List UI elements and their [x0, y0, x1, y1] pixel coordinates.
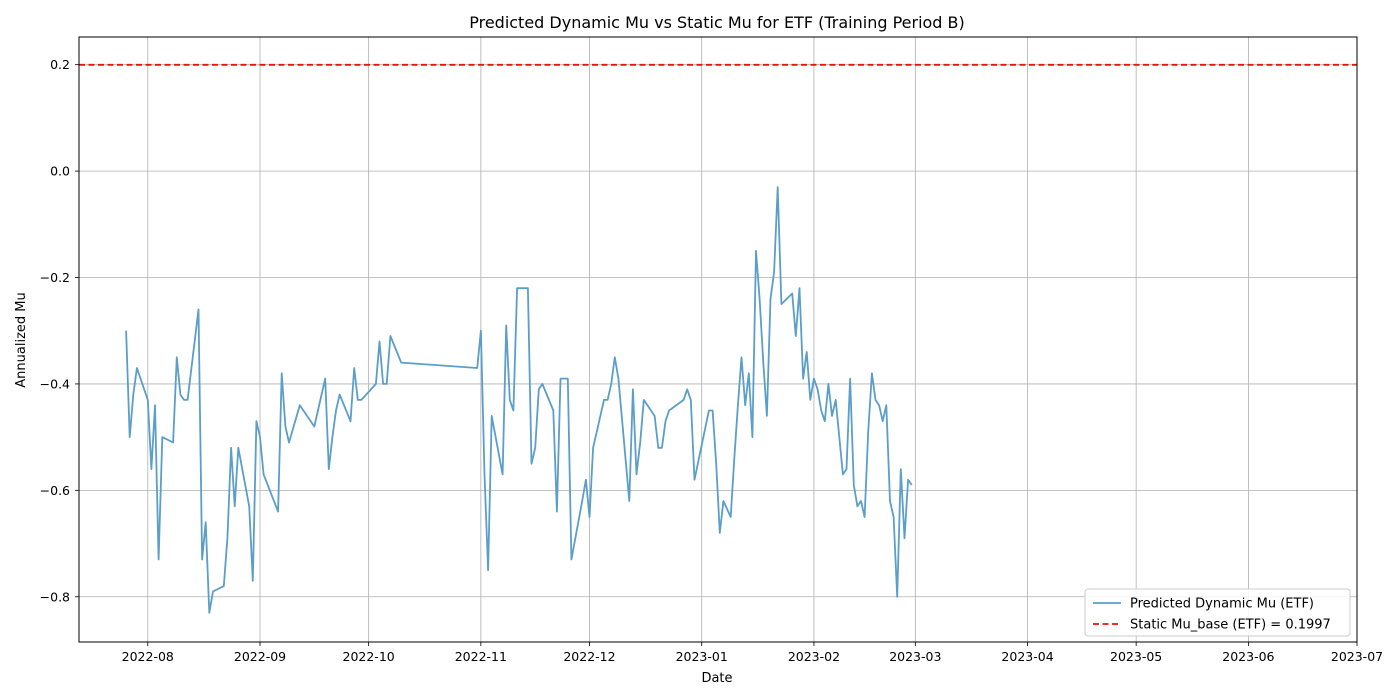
legend-label: Static Mu_base (ETF) = 0.1997 — [1130, 618, 1331, 633]
y-tick-label: −0.6 — [40, 483, 70, 498]
x-tick-label: 2023-06 — [1222, 649, 1274, 664]
x-tick-label: 2023-03 — [889, 649, 941, 664]
y-tick-label: 0.0 — [50, 164, 70, 179]
x-tick-label: 2022-10 — [343, 649, 395, 664]
y-tick-label: −0.8 — [40, 589, 70, 604]
x-tick-label: 2023-07 — [1331, 649, 1383, 664]
legend-label: Predicted Dynamic Mu (ETF) — [1130, 597, 1314, 612]
x-tick-label: 2022-09 — [234, 649, 286, 664]
x-tick-label: 2023-01 — [676, 649, 728, 664]
series-layer — [79, 63, 1357, 614]
x-tick-label: 2023-04 — [1001, 649, 1053, 664]
series-line-dynamic-mu — [125, 186, 913, 614]
x-tick-label: 2023-05 — [1110, 649, 1162, 664]
y-tick-label: −0.4 — [40, 376, 70, 391]
chart-title: Predicted Dynamic Mu vs Static Mu for ET… — [469, 13, 965, 32]
legend: Predicted Dynamic Mu (ETF) Static Mu_base… — [1084, 588, 1351, 637]
grid — [79, 37, 1358, 642]
y-axis-label: Annualized Mu — [14, 292, 29, 387]
x-tick-label: 2023-02 — [788, 649, 840, 664]
plot-frame — [78, 36, 1358, 643]
x-tick-label: 2022-12 — [563, 649, 615, 664]
legend-box — [1084, 588, 1351, 637]
x-axis-label: Date — [701, 671, 732, 686]
x-tick-label: 2022-11 — [455, 649, 507, 664]
y-tick-label: −0.2 — [40, 270, 70, 285]
ticks: 2022-08 2022-09 2022-10 2022-11 2022-12 2023-… — [40, 57, 1383, 664]
x-tick-label: 2022-08 — [122, 649, 174, 664]
y-tick-label: 0.2 — [50, 57, 70, 72]
